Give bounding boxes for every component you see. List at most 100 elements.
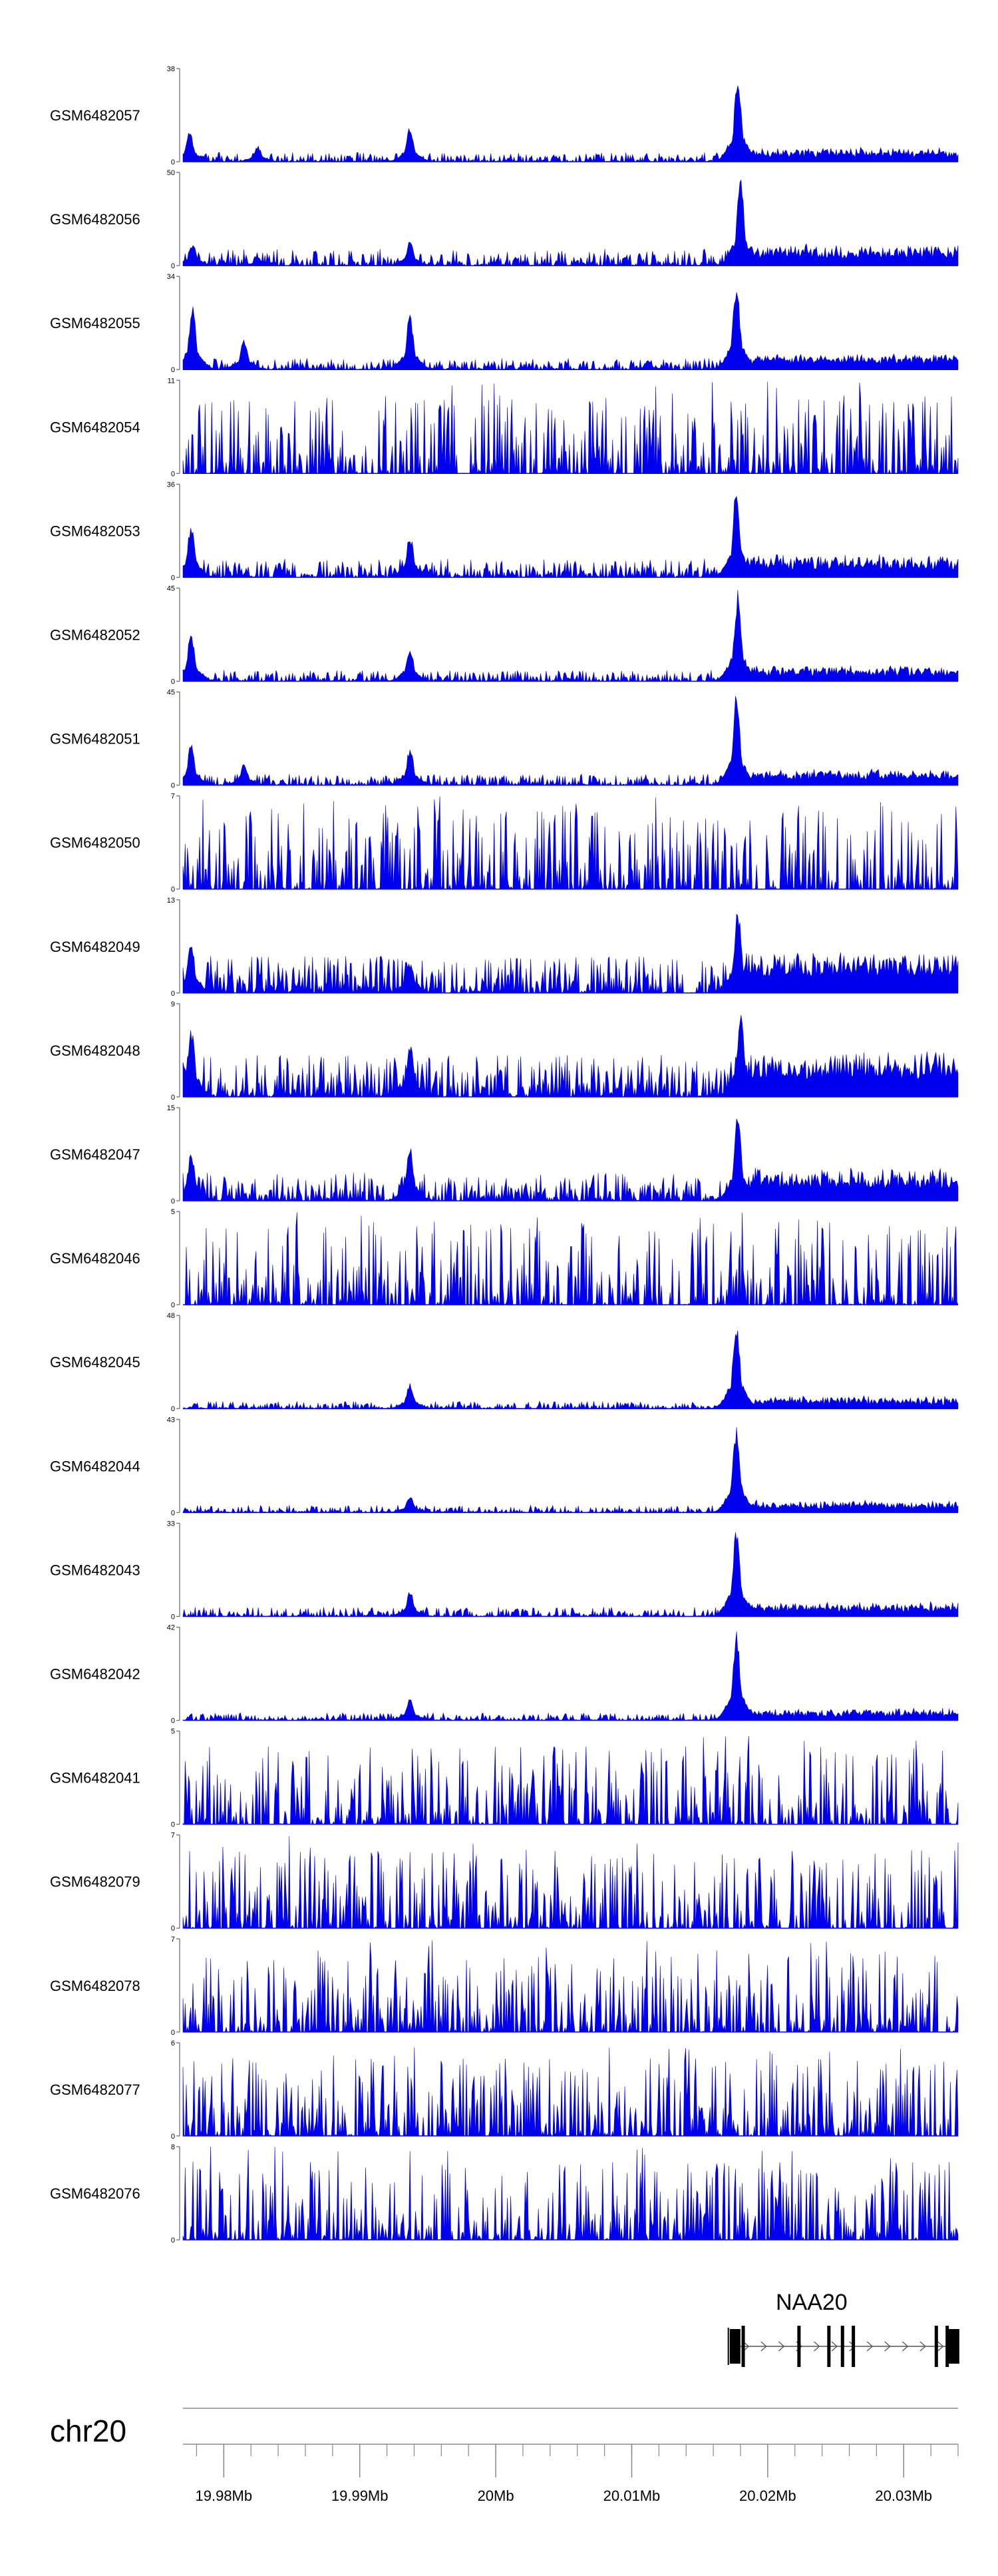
track-label: GSM6482055 <box>50 315 140 331</box>
x-tick-label: 19.99Mb <box>331 2487 389 2504</box>
signal-area <box>182 590 959 682</box>
y-max-label: 33 <box>167 1520 175 1528</box>
y-max-label: 36 <box>167 481 175 489</box>
signal-area <box>182 2047 959 2137</box>
signal-tracks: GSM6482057380GSM6482056500GSM6482055340G… <box>50 65 959 2245</box>
y-min-label: 0 <box>171 470 175 478</box>
track-GSM6482053: GSM6482053 36 0 <box>50 481 959 582</box>
strand-arrow <box>760 2341 767 2352</box>
y-min-label: 0 <box>171 990 175 998</box>
gene-exon <box>948 2329 959 2364</box>
signal-area <box>182 85 959 163</box>
y-max-label: 11 <box>168 377 175 385</box>
signal-area <box>182 1940 959 2033</box>
y-min-label: 0 <box>171 1094 175 1102</box>
track-label: GSM6482049 <box>50 939 140 955</box>
gene-exon <box>934 2326 938 2367</box>
track-GSM6482046: GSM6482046 5 0 <box>50 1208 959 1309</box>
track-GSM6482054: GSM6482054 11 0 <box>50 377 959 478</box>
y-max-label: 8 <box>171 2143 175 2151</box>
signal-area <box>182 796 959 890</box>
y-min-label: 0 <box>171 2237 175 2245</box>
signal-area <box>182 179 959 267</box>
y-max-label: 15 <box>167 1104 175 1112</box>
strand-arrow <box>902 2341 909 2352</box>
track-GSM6482055: GSM6482055 34 0 <box>50 273 959 374</box>
track-label: GSM6482045 <box>50 1354 140 1371</box>
gene-exon <box>729 2329 741 2364</box>
track-label: GSM6482077 <box>50 2081 140 2098</box>
y-max-label: 7 <box>171 1832 175 1840</box>
gene-exon <box>840 2326 844 2367</box>
y-max-label: 43 <box>167 1416 175 1424</box>
gene-exon <box>945 2326 949 2367</box>
y-min-label: 0 <box>171 1613 175 1621</box>
track-label: GSM6482078 <box>50 1978 140 1994</box>
strand-arrow <box>778 2341 785 2352</box>
y-max-label: 7 <box>171 1936 175 1944</box>
track-label: GSM6482053 <box>50 523 140 539</box>
signal-area <box>182 913 959 994</box>
signal-area <box>182 1427 959 1514</box>
track-GSM6482078: GSM6482078 7 0 <box>50 1936 959 2037</box>
signal-area <box>182 696 959 786</box>
y-min-label: 0 <box>171 1717 175 1725</box>
gene-exon <box>797 2326 801 2367</box>
strand-arrow <box>919 2341 926 2352</box>
track-label: GSM6482079 <box>50 1874 140 1890</box>
strand-arrow <box>743 2341 750 2352</box>
track-GSM6482045: GSM6482045 48 0 <box>50 1312 959 1413</box>
y-max-label: 7 <box>171 793 175 801</box>
signal-area <box>182 1631 959 1721</box>
y-min-label: 0 <box>171 1197 175 1205</box>
gene-track: NAA20 <box>727 2290 959 2367</box>
track-GSM6482048: GSM6482048 9 0 <box>50 1000 959 1102</box>
signal-area <box>182 1330 959 1410</box>
gene-exon <box>741 2326 745 2367</box>
y-max-label: 42 <box>167 1624 175 1632</box>
track-GSM6482076: GSM6482076 8 0 <box>50 2143 959 2245</box>
y-max-label: 9 <box>171 1000 175 1008</box>
signal-area <box>182 1532 959 1617</box>
signal-area <box>182 292 959 371</box>
signal-area <box>182 1736 959 1825</box>
y-max-label: 5 <box>171 1208 175 1216</box>
signal-area <box>182 1836 959 1929</box>
track-label: GSM6482051 <box>50 731 140 748</box>
genome-axis: chr20 19.98Mb 19.99Mb 20Mb 20.01Mb 20.02Mb 20.… <box>50 2408 959 2504</box>
signal-area <box>182 2146 959 2241</box>
track-GSM6482056: GSM6482056 50 0 <box>50 169 959 270</box>
strand-arrow <box>866 2341 874 2352</box>
track-label: GSM6482048 <box>50 1042 140 1059</box>
track-label: GSM6482046 <box>50 1250 140 1267</box>
y-max-label: 5 <box>171 1728 175 1736</box>
track-label: GSM6482044 <box>50 1458 140 1474</box>
signal-area <box>182 1118 959 1202</box>
chromosome-label: chr20 <box>50 2414 126 2448</box>
x-tick-label: 20.03Mb <box>875 2487 932 2504</box>
y-min-label: 0 <box>171 886 175 894</box>
y-max-label: 13 <box>167 897 175 905</box>
track-GSM6482044: GSM6482044 43 0 <box>50 1416 959 1517</box>
gene-exon <box>852 2326 856 2367</box>
track-label: GSM6482056 <box>50 211 140 228</box>
gene-exon <box>827 2326 831 2367</box>
track-GSM6482049: GSM6482049 13 0 <box>50 897 959 998</box>
strand-arrow <box>831 2341 838 2352</box>
track-GSM6482042: GSM6482042 42 0 <box>50 1624 959 1725</box>
signal-area <box>182 381 959 475</box>
y-max-label: 48 <box>167 1312 175 1320</box>
y-min-label: 0 <box>171 2133 175 2141</box>
strand-arrow <box>814 2341 820 2352</box>
y-min-label: 0 <box>171 574 175 582</box>
track-GSM6482079: GSM6482079 7 0 <box>50 1832 959 1933</box>
y-min-label: 0 <box>171 1301 175 1309</box>
track-label: GSM6482076 <box>50 2185 140 2202</box>
y-max-label: 45 <box>167 585 175 593</box>
track-GSM6482057: GSM6482057 38 0 <box>50 65 959 166</box>
y-min-label: 0 <box>171 1509 175 1517</box>
x-tick-label: 19.98Mb <box>196 2487 253 2504</box>
y-min-label: 0 <box>171 262 175 270</box>
signal-area <box>183 1212 959 1306</box>
